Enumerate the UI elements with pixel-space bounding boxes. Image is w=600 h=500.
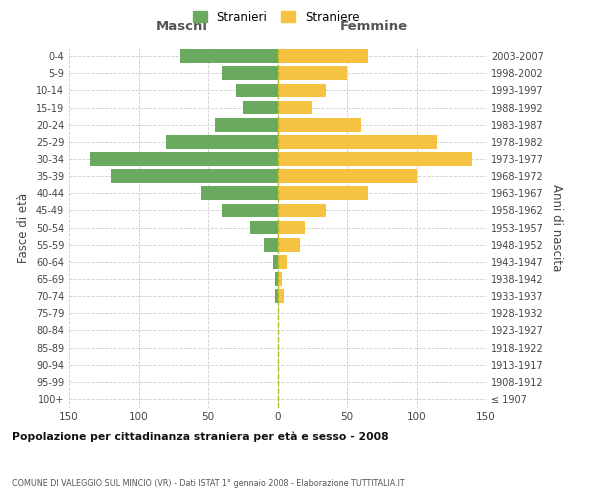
Bar [274,255,277,268]
Text: Popolazione per cittadinanza straniera per età e sesso - 2008: Popolazione per cittadinanza straniera p… [12,432,389,442]
Bar [277,100,312,114]
Text: COMUNE DI VALEGGIO SUL MINCIO (VR) - Dati ISTAT 1° gennaio 2008 - Elaborazione T: COMUNE DI VALEGGIO SUL MINCIO (VR) - Dat… [12,478,404,488]
Bar [277,186,368,200]
Y-axis label: Anni di nascita: Anni di nascita [550,184,563,271]
Bar [277,204,326,217]
Bar [277,255,287,268]
Bar [277,169,416,183]
Bar [90,152,277,166]
Bar [277,66,347,80]
Text: Maschi: Maschi [155,20,208,33]
Bar [277,220,305,234]
Bar [243,100,277,114]
Bar [215,118,277,132]
Bar [222,204,277,217]
Bar [166,135,277,148]
Bar [275,289,277,303]
Bar [277,84,326,97]
Bar [277,272,281,286]
Text: Femmine: Femmine [340,20,407,33]
Bar [180,49,277,63]
Bar [263,238,277,252]
Bar [277,238,300,252]
Bar [222,66,277,80]
Legend: Stranieri, Straniere: Stranieri, Straniere [190,8,362,26]
Y-axis label: Fasce di età: Fasce di età [17,192,30,262]
Bar [111,169,277,183]
Bar [275,272,277,286]
Bar [277,152,472,166]
Bar [236,84,277,97]
Bar [277,135,437,148]
Bar [277,118,361,132]
Bar [201,186,277,200]
Bar [277,289,284,303]
Bar [277,49,368,63]
Bar [250,220,277,234]
